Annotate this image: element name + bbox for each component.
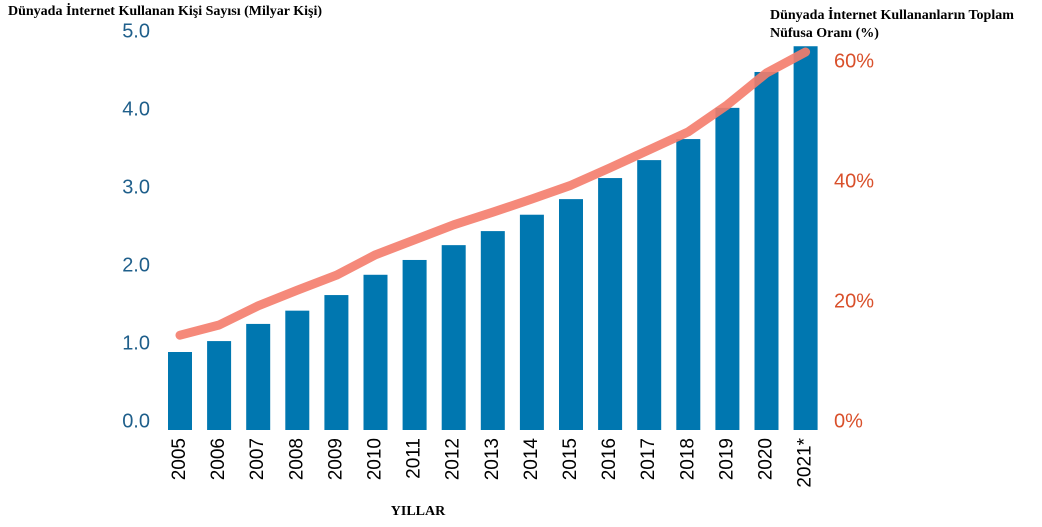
bar bbox=[207, 341, 232, 430]
x-tick-label: 2016 bbox=[599, 438, 620, 480]
x-tick-label: 2020 bbox=[756, 438, 777, 480]
x-tick-label: 2021* bbox=[795, 437, 816, 487]
y2-tick-label: 40% bbox=[834, 170, 874, 192]
y-tick-label: 0.0 bbox=[122, 410, 150, 432]
y2-tick-label: 20% bbox=[834, 290, 874, 312]
bar bbox=[246, 323, 271, 430]
x-tick-label: 2018 bbox=[677, 438, 698, 480]
bar bbox=[324, 295, 349, 430]
x-tick-label: 2017 bbox=[638, 438, 659, 480]
bar bbox=[480, 231, 505, 430]
y-tick-label: 3.0 bbox=[122, 176, 150, 198]
x-tick-label: 2006 bbox=[208, 438, 229, 480]
x-tick-label: 2010 bbox=[365, 438, 386, 480]
bar bbox=[676, 139, 701, 430]
x-tick-label: 2012 bbox=[443, 438, 464, 480]
y-tick-label: 4.0 bbox=[122, 98, 150, 120]
y2-tick-label: 60% bbox=[834, 50, 874, 72]
y-tick-label: 1.0 bbox=[122, 332, 150, 354]
x-tick-label: 2015 bbox=[560, 438, 581, 480]
bar bbox=[285, 310, 310, 430]
chart-title: Dünyada İnternet Kullanan Kişi Sayısı (M… bbox=[8, 2, 322, 19]
bar bbox=[754, 71, 779, 430]
x-axis-title: YILLAR bbox=[391, 504, 446, 519]
bar bbox=[168, 352, 192, 430]
x-tick-label: 2019 bbox=[716, 438, 737, 480]
y-tick-label: 2.0 bbox=[122, 254, 150, 276]
bar bbox=[637, 160, 662, 430]
x-tick-label: 2011 bbox=[404, 438, 425, 479]
bar bbox=[519, 214, 544, 430]
bar bbox=[793, 46, 818, 431]
x-tick-label: 2008 bbox=[286, 438, 307, 480]
bar bbox=[598, 178, 623, 430]
bar bbox=[715, 107, 740, 431]
bar bbox=[559, 199, 583, 430]
x-tick-label: 2007 bbox=[247, 438, 268, 480]
x-tick-label: 2014 bbox=[521, 438, 542, 481]
x-tick-label: 2013 bbox=[482, 438, 503, 480]
y-tick-label: 5.0 bbox=[122, 20, 150, 42]
bar bbox=[363, 274, 388, 430]
x-tick-label: 2009 bbox=[325, 438, 346, 480]
y2-axis-title: Nüfusa Oranı (%) bbox=[770, 26, 879, 41]
y2-axis-title: Dünyada İnternet Kullananların Toplam bbox=[770, 6, 1014, 23]
bar bbox=[402, 259, 427, 430]
bar bbox=[441, 245, 466, 430]
line bbox=[175, 47, 811, 340]
x-tick-label: 2005 bbox=[169, 438, 190, 480]
y2-tick-label: 0% bbox=[834, 410, 863, 432]
